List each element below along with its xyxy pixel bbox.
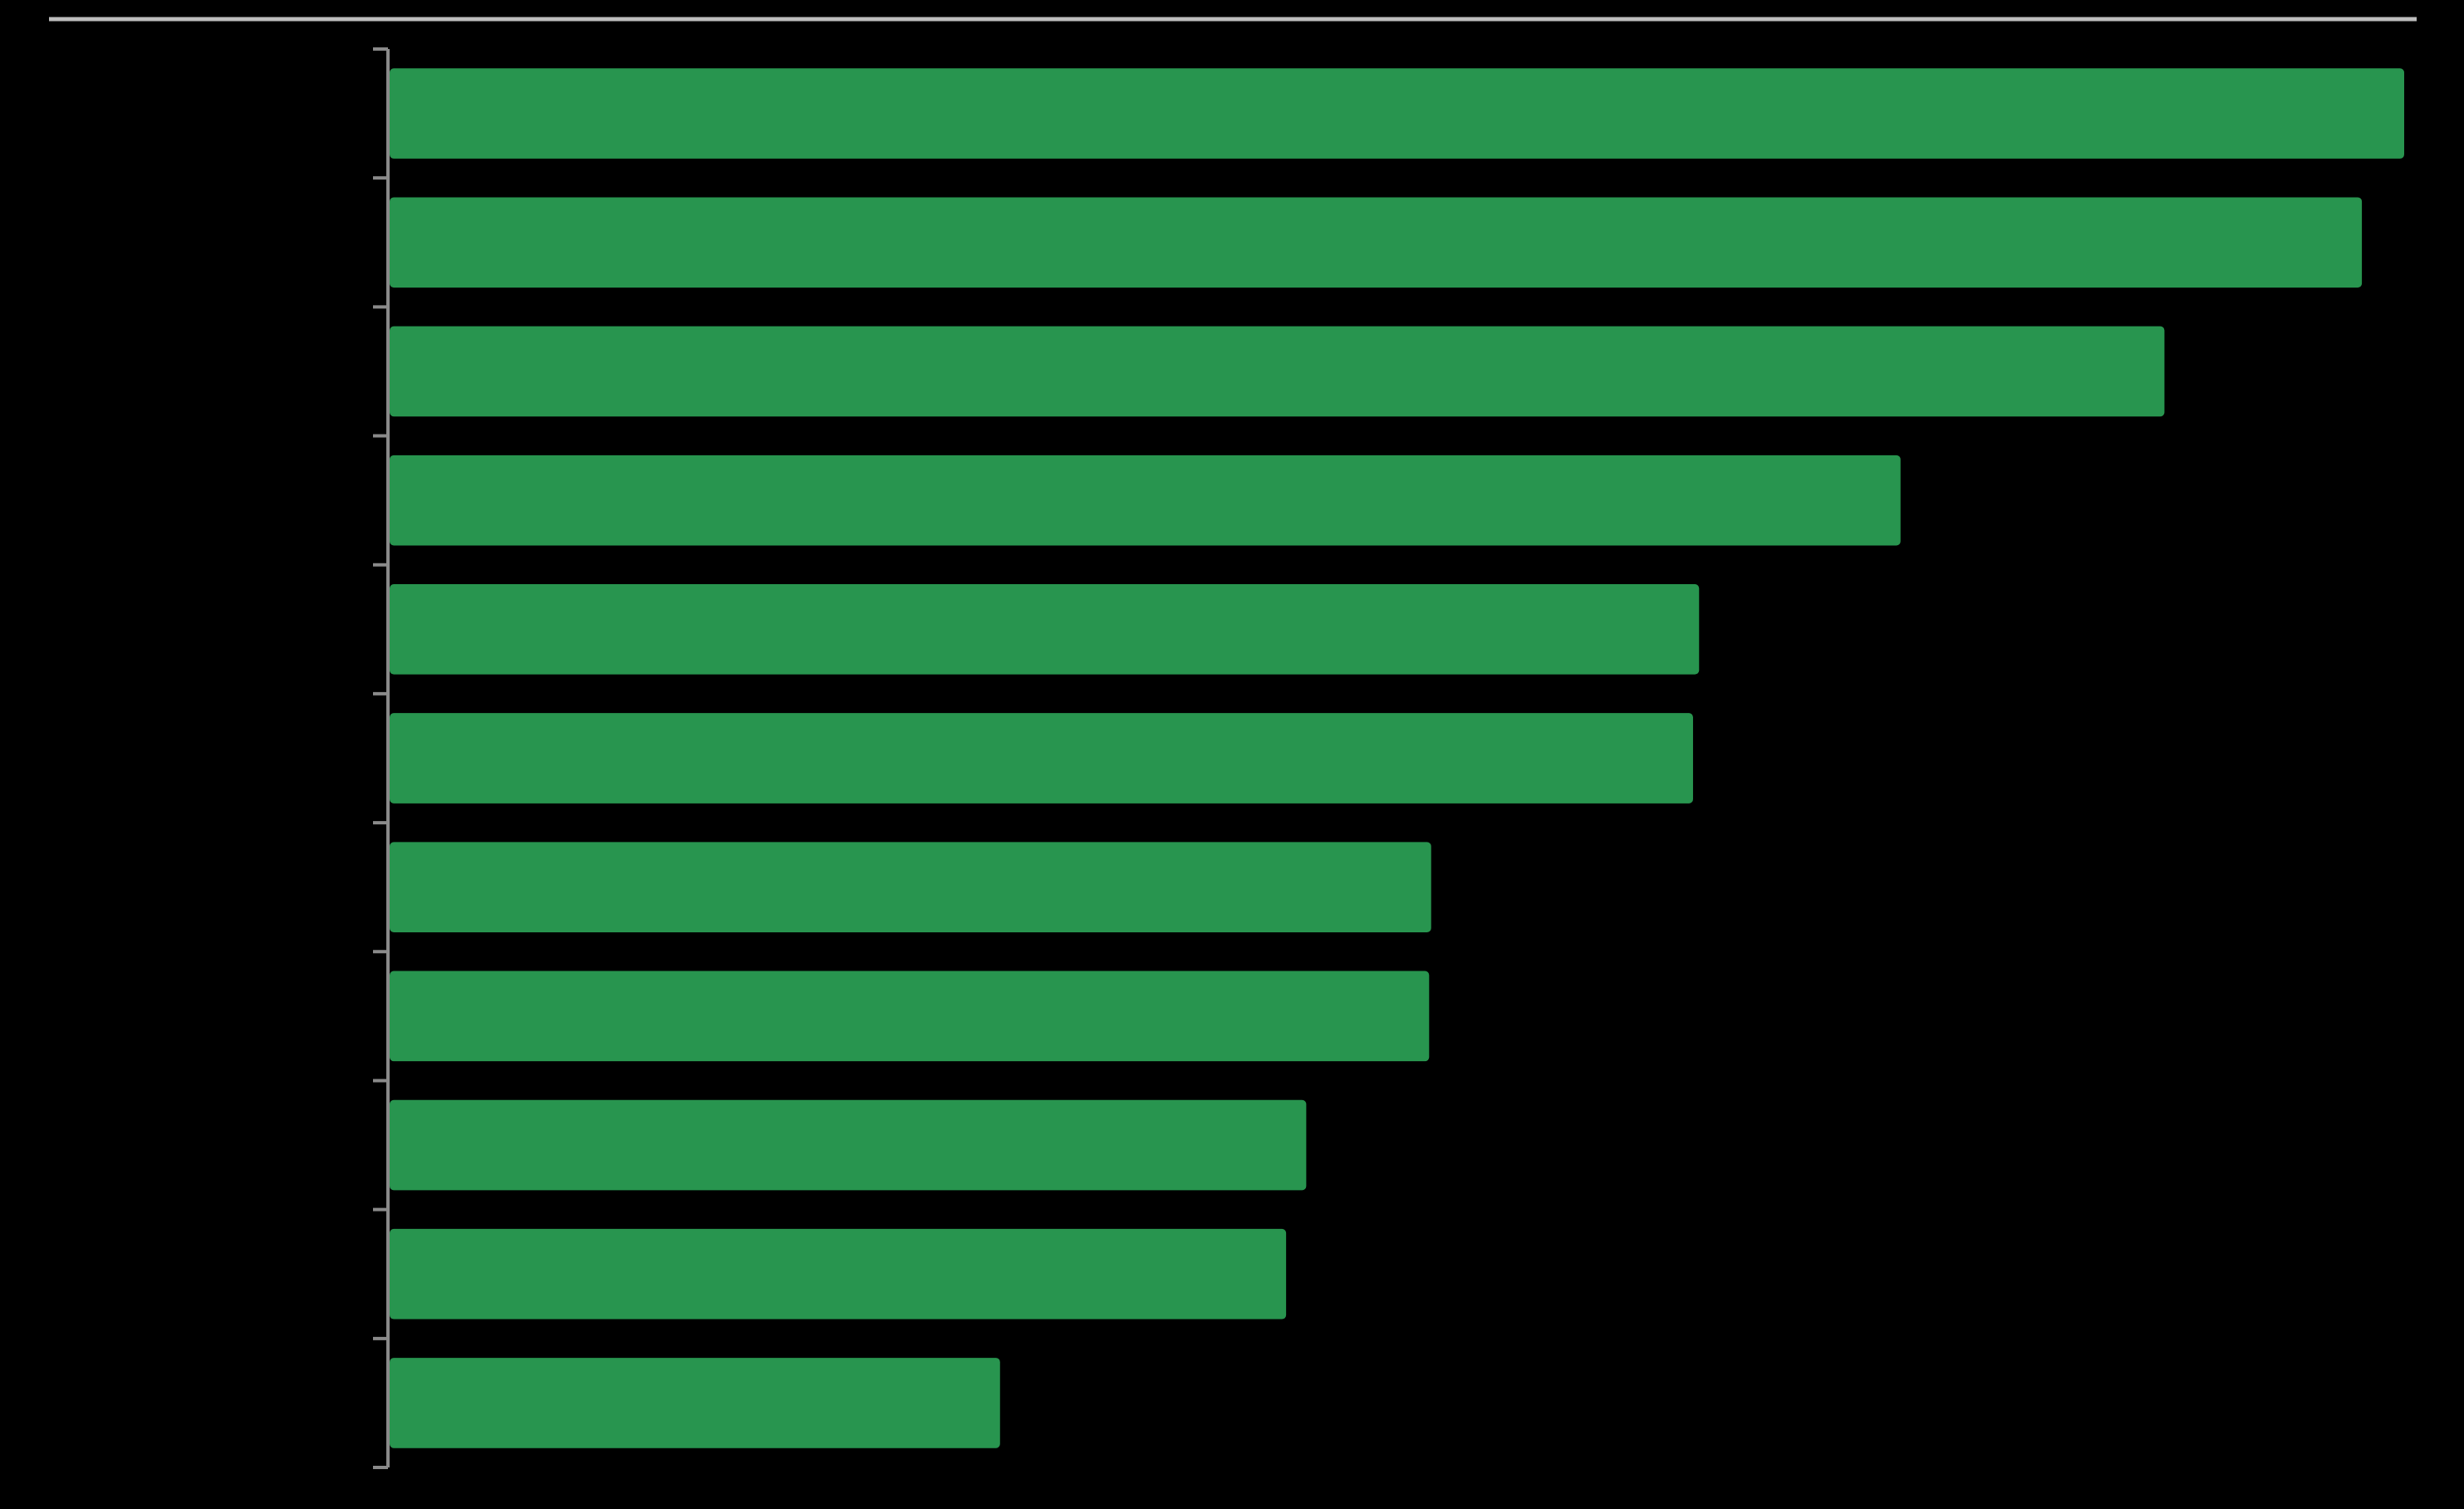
bar bbox=[390, 1228, 1287, 1320]
bar bbox=[390, 1358, 1000, 1448]
bar bbox=[390, 68, 2404, 159]
bar bbox=[390, 713, 1693, 804]
bar bbox=[390, 197, 2363, 288]
bar bbox=[390, 1099, 1307, 1191]
bar bbox=[390, 584, 1700, 675]
bar bbox=[390, 971, 1430, 1062]
bar bbox=[390, 842, 1431, 932]
bar bbox=[390, 326, 2165, 417]
bar bbox=[390, 455, 1901, 546]
